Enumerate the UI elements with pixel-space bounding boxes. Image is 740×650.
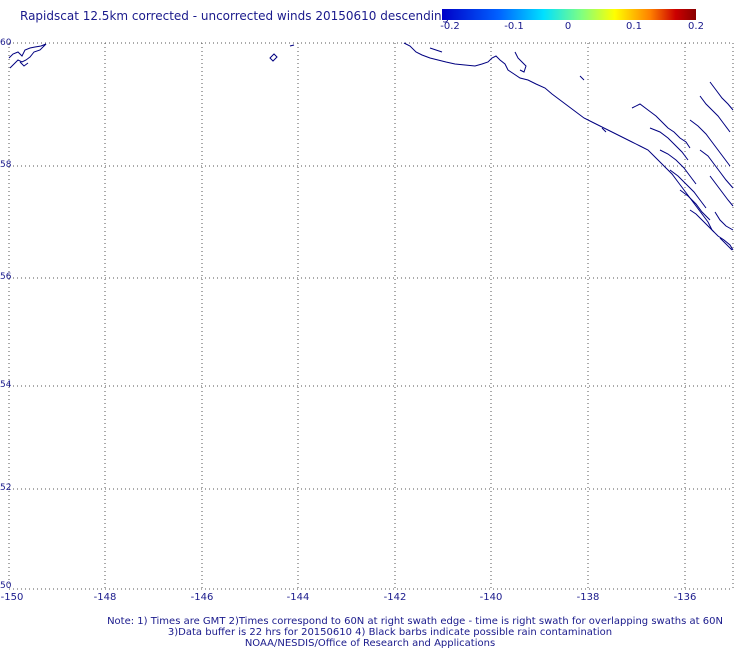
x-tick-label: -150 [0,592,24,603]
map-frame [8,42,734,590]
colorbar-label: 0.2 [688,21,704,32]
x-tick-label: -138 [576,592,600,603]
y-tick-label: 58 [0,160,12,170]
x-tick-label: -136 [673,592,697,603]
y-tick-label: 54 [0,380,12,390]
colorbar-label: 0.1 [626,21,642,32]
y-tick-label: 52 [0,483,12,493]
note-line-3: NOAA/NESDIS/Office of Research and Appli… [244,638,496,649]
colorbar [442,9,696,20]
x-tick-label: -148 [93,592,117,603]
y-tick-label: 60 [0,38,12,48]
longitude-gridlines [104,43,686,589]
x-tick-label: -140 [479,592,503,603]
map-title: Rapidscat 12.5km corrected - uncorrected… [20,9,450,23]
coastline [8,42,734,251]
y-tick-label: 50 [0,581,12,591]
note-line-1: Note: 1) Times are GMT 2)Times correspon… [107,616,723,627]
x-tick-label: -142 [383,592,407,603]
colorbar-label: -0.1 [504,21,524,32]
y-tick-label: 56 [0,272,12,282]
colorbar-label: 0 [564,21,572,32]
x-tick-label: -144 [286,592,310,603]
note-line-2: 3)Data buffer is 22 hrs for 20150610 4) … [167,627,613,638]
latitude-gridlines [9,165,733,490]
colorbar-label: -0.2 [440,21,460,32]
x-tick-label: -146 [190,592,214,603]
